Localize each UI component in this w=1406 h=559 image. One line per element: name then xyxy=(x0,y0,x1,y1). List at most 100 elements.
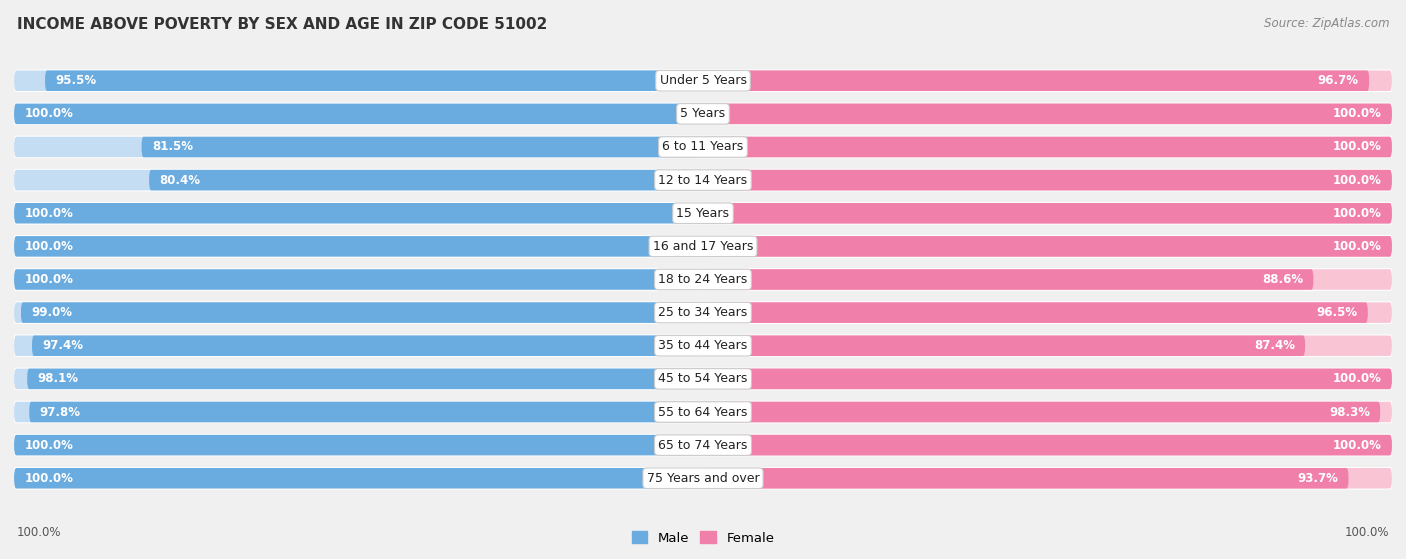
Text: 100.0%: 100.0% xyxy=(1344,527,1389,539)
Text: 99.0%: 99.0% xyxy=(31,306,72,319)
Text: 100.0%: 100.0% xyxy=(1333,140,1382,154)
Text: 98.1%: 98.1% xyxy=(38,372,79,385)
FancyBboxPatch shape xyxy=(14,335,703,356)
FancyBboxPatch shape xyxy=(142,137,703,157)
Text: 100.0%: 100.0% xyxy=(24,107,73,120)
Text: 12 to 14 Years: 12 to 14 Years xyxy=(658,174,748,187)
Text: 100.0%: 100.0% xyxy=(1333,439,1382,452)
FancyBboxPatch shape xyxy=(14,170,703,191)
Text: 100.0%: 100.0% xyxy=(1333,174,1382,187)
FancyBboxPatch shape xyxy=(14,468,703,489)
Text: 5 Years: 5 Years xyxy=(681,107,725,120)
FancyBboxPatch shape xyxy=(703,335,1305,356)
FancyBboxPatch shape xyxy=(703,170,1392,191)
Text: 6 to 11 Years: 6 to 11 Years xyxy=(662,140,744,154)
FancyBboxPatch shape xyxy=(703,302,1392,323)
FancyBboxPatch shape xyxy=(703,335,1392,356)
FancyBboxPatch shape xyxy=(14,368,703,389)
FancyBboxPatch shape xyxy=(703,70,1392,91)
FancyBboxPatch shape xyxy=(703,269,1313,290)
FancyBboxPatch shape xyxy=(14,70,703,91)
Text: INCOME ABOVE POVERTY BY SEX AND AGE IN ZIP CODE 51002: INCOME ABOVE POVERTY BY SEX AND AGE IN Z… xyxy=(17,17,547,32)
Text: 97.4%: 97.4% xyxy=(42,339,83,352)
Text: Source: ZipAtlas.com: Source: ZipAtlas.com xyxy=(1264,17,1389,30)
Text: 35 to 44 Years: 35 to 44 Years xyxy=(658,339,748,352)
Text: 81.5%: 81.5% xyxy=(152,140,193,154)
FancyBboxPatch shape xyxy=(14,402,1392,422)
Legend: Male, Female: Male, Female xyxy=(626,526,780,550)
Text: 98.3%: 98.3% xyxy=(1329,405,1369,419)
Text: Under 5 Years: Under 5 Years xyxy=(659,74,747,87)
FancyBboxPatch shape xyxy=(703,236,1392,257)
Text: 100.0%: 100.0% xyxy=(24,240,73,253)
FancyBboxPatch shape xyxy=(703,137,1392,157)
Text: 96.7%: 96.7% xyxy=(1317,74,1358,87)
Text: 100.0%: 100.0% xyxy=(24,472,73,485)
Text: 45 to 54 Years: 45 to 54 Years xyxy=(658,372,748,385)
Text: 18 to 24 Years: 18 to 24 Years xyxy=(658,273,748,286)
Text: 25 to 34 Years: 25 to 34 Years xyxy=(658,306,748,319)
FancyBboxPatch shape xyxy=(14,269,703,290)
FancyBboxPatch shape xyxy=(14,203,703,224)
FancyBboxPatch shape xyxy=(703,203,1392,224)
FancyBboxPatch shape xyxy=(14,103,1392,124)
FancyBboxPatch shape xyxy=(14,236,1392,257)
Text: 80.4%: 80.4% xyxy=(159,174,201,187)
FancyBboxPatch shape xyxy=(32,335,703,356)
Text: 16 and 17 Years: 16 and 17 Years xyxy=(652,240,754,253)
FancyBboxPatch shape xyxy=(14,302,703,323)
FancyBboxPatch shape xyxy=(149,170,703,191)
FancyBboxPatch shape xyxy=(14,302,1392,323)
FancyBboxPatch shape xyxy=(703,435,1392,456)
FancyBboxPatch shape xyxy=(14,335,1392,356)
Text: 100.0%: 100.0% xyxy=(1333,107,1382,120)
Text: 55 to 64 Years: 55 to 64 Years xyxy=(658,405,748,419)
Text: 95.5%: 95.5% xyxy=(55,74,97,87)
FancyBboxPatch shape xyxy=(14,236,703,257)
Text: 100.0%: 100.0% xyxy=(17,527,62,539)
FancyBboxPatch shape xyxy=(703,302,1368,323)
Text: 100.0%: 100.0% xyxy=(1333,207,1382,220)
FancyBboxPatch shape xyxy=(14,402,703,422)
Text: 100.0%: 100.0% xyxy=(1333,372,1382,385)
FancyBboxPatch shape xyxy=(14,137,1392,157)
Text: 15 Years: 15 Years xyxy=(676,207,730,220)
Text: 75 Years and over: 75 Years and over xyxy=(647,472,759,485)
FancyBboxPatch shape xyxy=(14,103,703,124)
FancyBboxPatch shape xyxy=(21,302,703,323)
FancyBboxPatch shape xyxy=(14,368,1392,389)
FancyBboxPatch shape xyxy=(703,368,1392,389)
FancyBboxPatch shape xyxy=(14,468,1392,489)
Text: 88.6%: 88.6% xyxy=(1263,273,1303,286)
FancyBboxPatch shape xyxy=(14,170,1392,191)
FancyBboxPatch shape xyxy=(703,103,1392,124)
FancyBboxPatch shape xyxy=(14,435,1392,456)
FancyBboxPatch shape xyxy=(14,203,1392,224)
Text: 97.8%: 97.8% xyxy=(39,405,80,419)
Text: 87.4%: 87.4% xyxy=(1254,339,1295,352)
Text: 100.0%: 100.0% xyxy=(24,439,73,452)
FancyBboxPatch shape xyxy=(30,402,703,422)
FancyBboxPatch shape xyxy=(14,137,703,157)
FancyBboxPatch shape xyxy=(703,269,1392,290)
FancyBboxPatch shape xyxy=(703,468,1348,489)
FancyBboxPatch shape xyxy=(14,70,1392,91)
FancyBboxPatch shape xyxy=(703,435,1392,456)
Text: 100.0%: 100.0% xyxy=(24,207,73,220)
FancyBboxPatch shape xyxy=(703,402,1392,422)
FancyBboxPatch shape xyxy=(703,368,1392,389)
FancyBboxPatch shape xyxy=(703,203,1392,224)
FancyBboxPatch shape xyxy=(703,236,1392,257)
Text: 93.7%: 93.7% xyxy=(1298,472,1339,485)
Text: 100.0%: 100.0% xyxy=(1333,240,1382,253)
Text: 100.0%: 100.0% xyxy=(24,273,73,286)
Text: 65 to 74 Years: 65 to 74 Years xyxy=(658,439,748,452)
FancyBboxPatch shape xyxy=(703,468,1392,489)
FancyBboxPatch shape xyxy=(14,269,1392,290)
FancyBboxPatch shape xyxy=(703,402,1381,422)
FancyBboxPatch shape xyxy=(703,170,1392,191)
FancyBboxPatch shape xyxy=(703,137,1392,157)
FancyBboxPatch shape xyxy=(703,103,1392,124)
FancyBboxPatch shape xyxy=(703,70,1369,91)
FancyBboxPatch shape xyxy=(14,435,703,456)
